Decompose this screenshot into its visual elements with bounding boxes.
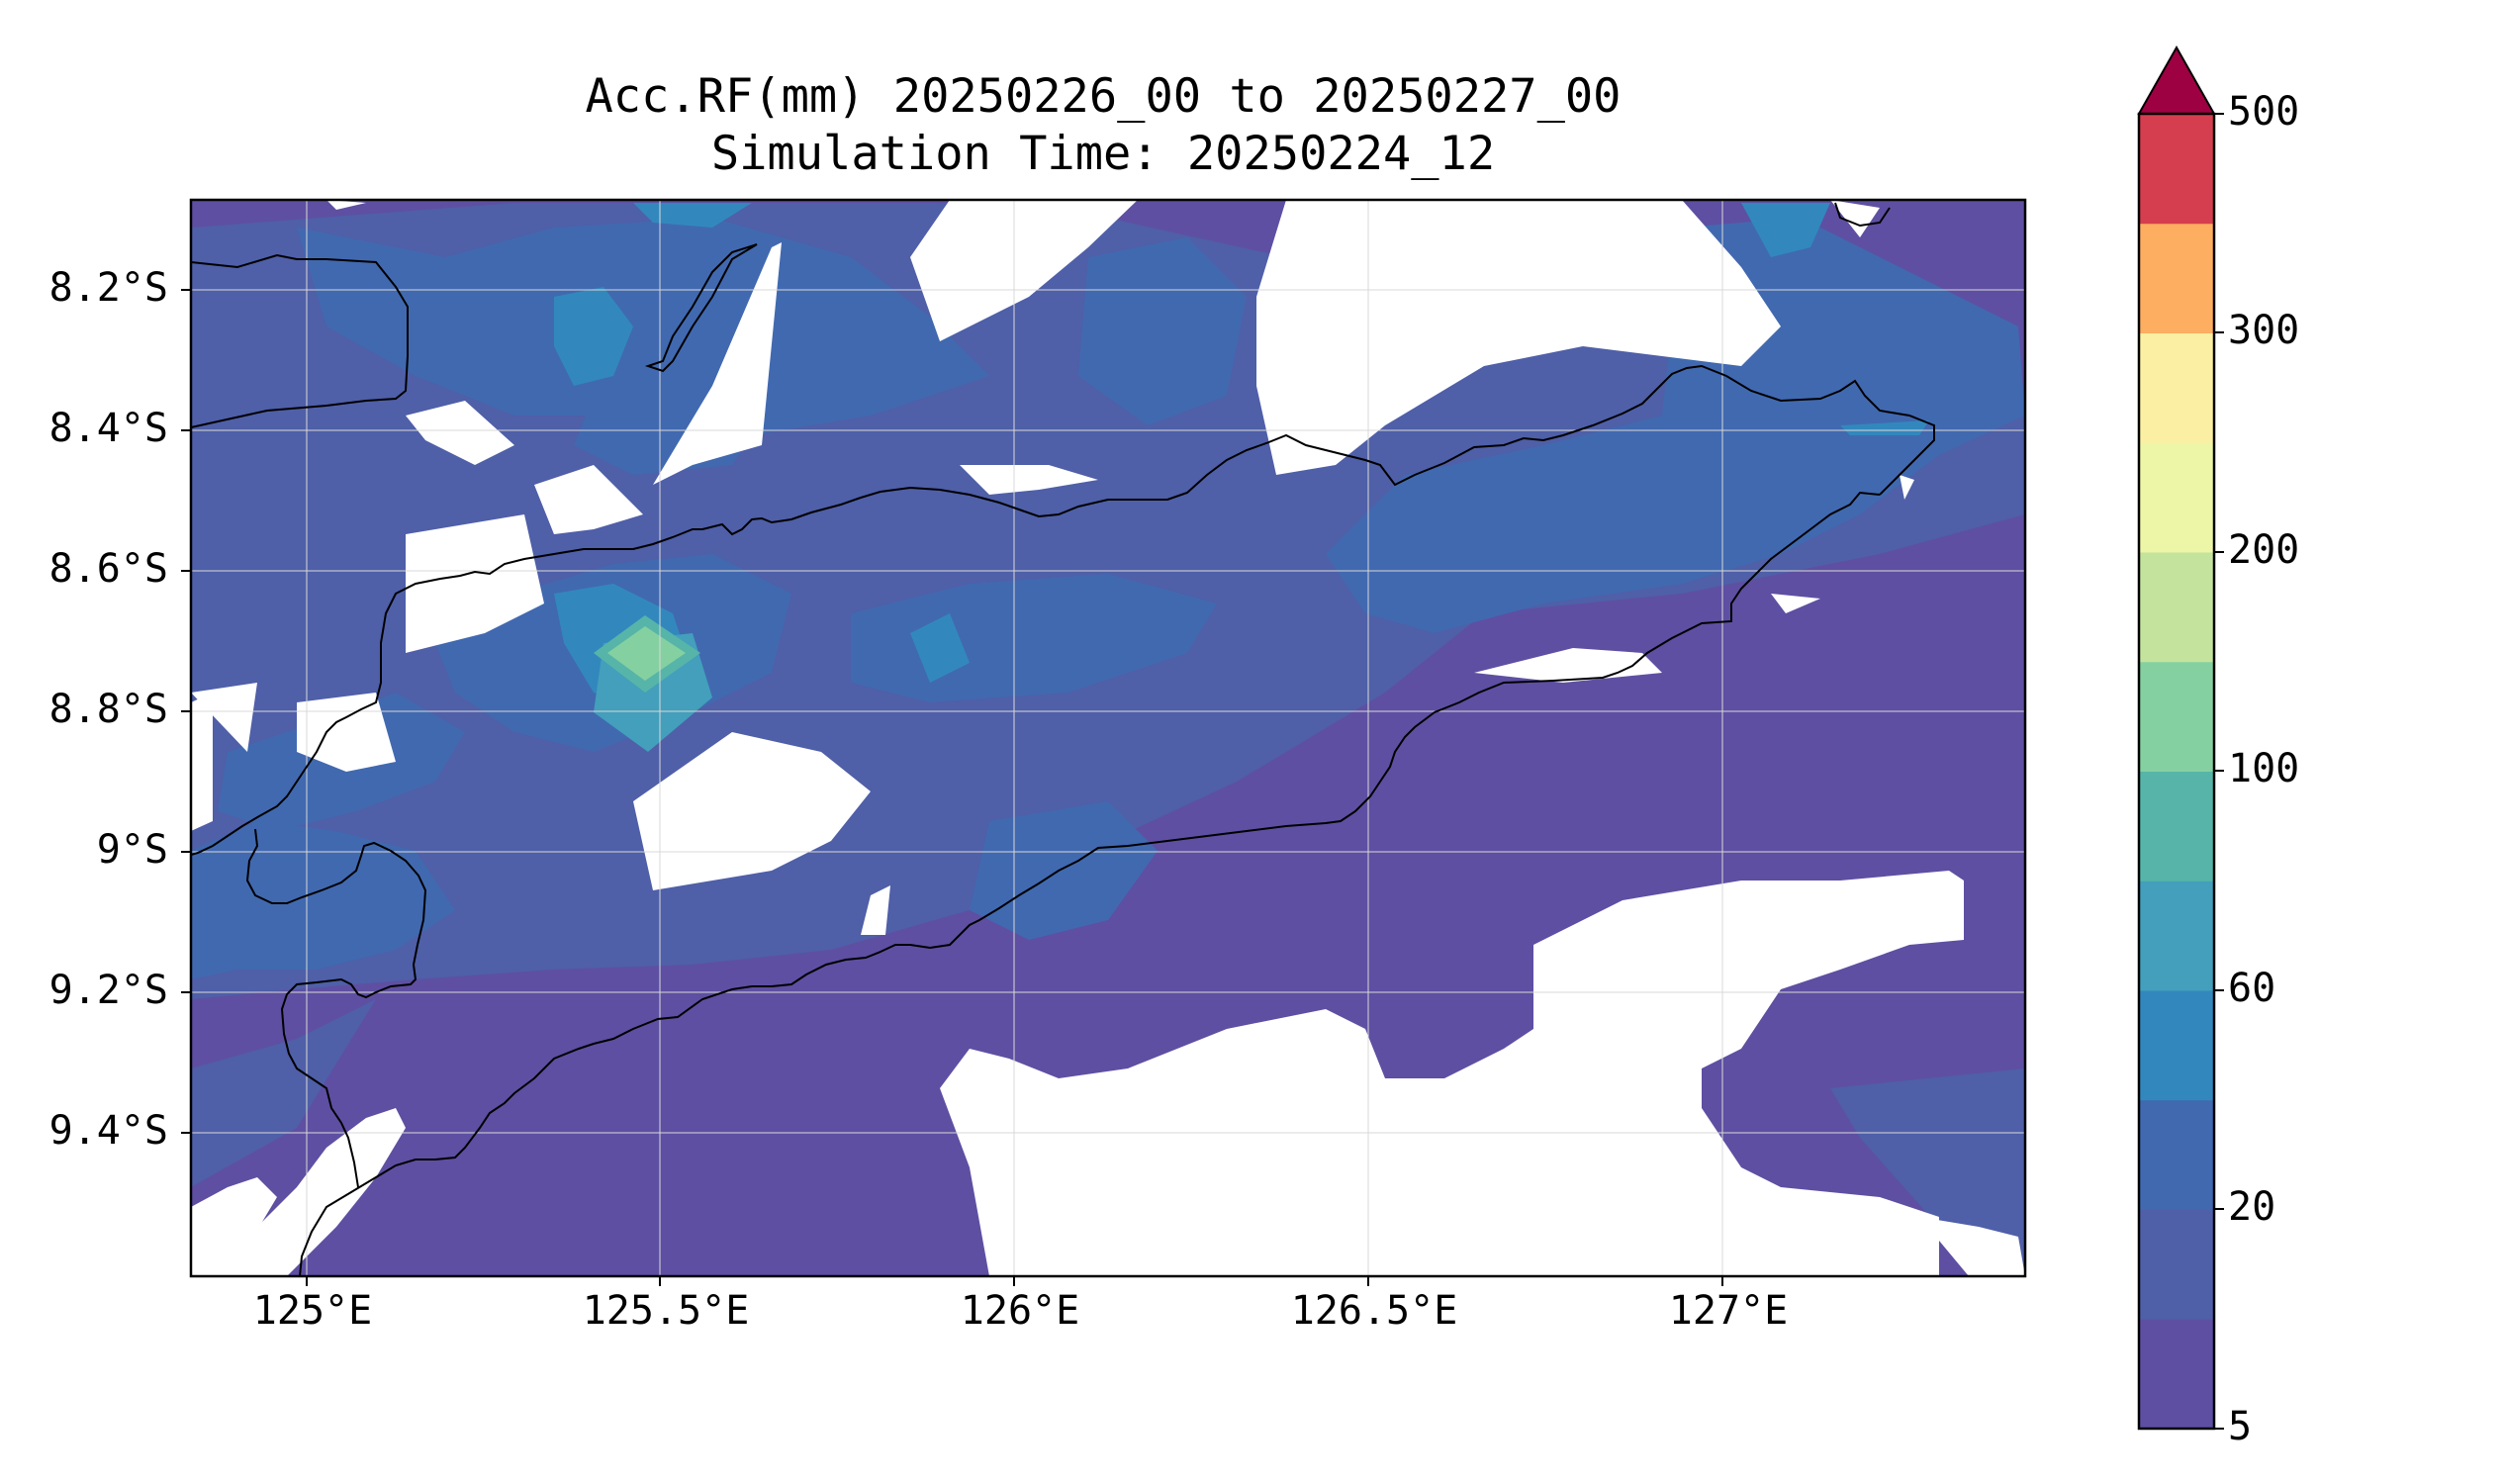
y-tick-label: 9°S (96, 827, 168, 873)
rainfall-map-area (191, 200, 2025, 1276)
colorbar-band (2139, 1099, 2214, 1210)
x-tick-label: 125.5°E (582, 1288, 750, 1334)
map-title-line2: Simulation Time: 20250224_12 (710, 127, 1496, 181)
colorbar-label: 5 (2228, 1404, 2253, 1449)
colorbar-label: 20 (2228, 1184, 2276, 1230)
colorbar-label: 300 (2228, 308, 2300, 353)
y-tick-label: 8.4°S (48, 406, 168, 451)
colorbar-label: 100 (2228, 746, 2300, 791)
map-title-line1: Acc.RF(mm) 20250226_00 to 20250227_00 (585, 69, 1622, 124)
colorbar-band (2139, 1209, 2214, 1320)
colorbar-band (2139, 771, 2214, 881)
colorbar-label: 60 (2228, 966, 2276, 1011)
colorbar-band (2139, 661, 2214, 772)
no-rain-areas (191, 200, 2025, 1276)
x-tick-label: 125°E (252, 1288, 373, 1334)
colorbar (2137, 45, 2224, 1431)
colorbar-band (2139, 1319, 2214, 1430)
x-tick-label: 127°E (1668, 1288, 1789, 1334)
x-tick-label: 126°E (960, 1288, 1080, 1334)
y-tick-label: 9.2°S (48, 968, 168, 1013)
colorbar-extend-arrow (2137, 45, 2216, 115)
map-frame (189, 198, 2027, 1278)
rainfall-band-100-150 (607, 626, 686, 681)
y-tick-label: 8.2°S (48, 265, 168, 311)
colorbar-band (2139, 223, 2214, 333)
colorbar-label: 500 (2228, 89, 2300, 135)
x-tick-label: 126.5°E (1290, 1288, 1458, 1334)
colorbar-band (2139, 990, 2214, 1101)
colorbar-band (2139, 881, 2214, 991)
y-tick-label: 9.4°S (48, 1108, 168, 1154)
axis-ticks (181, 289, 1723, 1286)
y-tick-label: 8.6°S (48, 546, 168, 592)
colorbar-band (2139, 332, 2214, 443)
colorbar-label: 200 (2228, 527, 2300, 573)
coastline (191, 202, 1935, 1276)
map-gridlines (191, 200, 2025, 1276)
colorbar-band (2139, 442, 2214, 553)
y-tick-label: 8.8°S (48, 687, 168, 732)
colorbar-band (2139, 114, 2214, 225)
colorbar-band (2139, 552, 2214, 663)
colorbar-ticks (2214, 113, 2224, 1430)
